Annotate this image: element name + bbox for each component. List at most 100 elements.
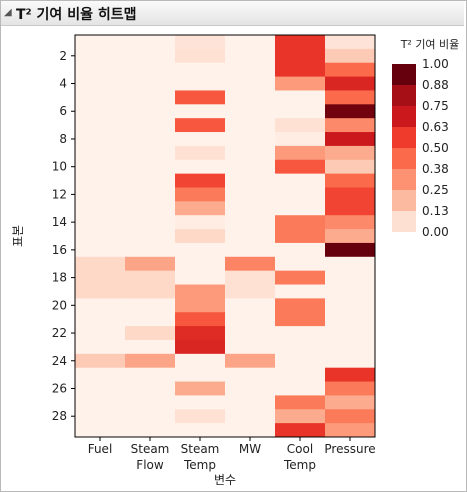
heatmap-cell — [175, 409, 226, 424]
y-tick-label: 24 — [52, 354, 67, 368]
disclosure-triangle-icon[interactable]: ◢ — [4, 7, 12, 18]
heatmap-cell — [225, 90, 276, 105]
heatmap-cell — [275, 395, 326, 410]
heatmap-cell — [325, 298, 376, 313]
heatmap-cell — [275, 270, 326, 285]
heatmap-cell — [175, 298, 226, 313]
heatmap-cell — [325, 173, 376, 188]
x-tick-label: Temp — [183, 458, 216, 472]
heatmap-cell — [225, 339, 276, 355]
heatmap-cell — [325, 215, 376, 230]
heatmap-cell — [275, 118, 326, 133]
heatmap-cell — [75, 395, 126, 410]
x-tick-label: Steam — [181, 442, 220, 456]
heatmap-cell — [125, 353, 176, 369]
heatmap-cell — [175, 173, 226, 188]
plot-border — [74, 34, 376, 438]
heatmap-cell — [75, 381, 126, 396]
heatmap-cell — [225, 187, 276, 202]
heatmap-cell — [125, 326, 176, 341]
heatmap-cell — [75, 409, 126, 424]
legend-swatch — [392, 190, 416, 211]
legend-swatch — [392, 106, 416, 127]
heatmap-cell — [275, 104, 326, 119]
heatmap-cell — [125, 298, 176, 313]
heatmap-cell — [225, 367, 276, 382]
heatmap-cell — [325, 409, 376, 424]
heatmap-cell — [225, 423, 276, 438]
heatmap-cell — [125, 284, 176, 299]
legend-label: 0.50 — [422, 141, 449, 155]
heatmap-cell — [325, 353, 376, 369]
heatmap-cell — [175, 395, 226, 410]
heatmap-cell — [225, 35, 276, 50]
heatmap-cell — [175, 215, 226, 230]
heatmap-cell — [225, 409, 276, 424]
report-title: T² 기여 비율 히트맵 — [16, 7, 137, 23]
heatmap-cell — [125, 312, 176, 327]
legend-label: 0.75 — [422, 99, 449, 113]
heatmap-cell — [275, 256, 326, 272]
heatmap-cell — [75, 62, 126, 77]
heatmap-cell — [175, 132, 226, 147]
heatmap-cell — [125, 242, 176, 258]
x-tick-label: MW — [239, 442, 261, 456]
heatmap-cell — [175, 118, 226, 133]
heatmap-cell — [75, 312, 126, 327]
y-tick-label: 6 — [59, 104, 67, 118]
heatmap-cell — [275, 284, 326, 299]
legend-swatch — [392, 64, 416, 85]
heatmap-cell — [75, 215, 126, 230]
title-bar: ◢ T² 기여 비율 히트맵 — [1, 1, 464, 26]
x-tick-label: Steam — [131, 442, 170, 456]
heatmap-cell — [175, 326, 226, 341]
heatmap-cell — [225, 270, 276, 285]
heatmap-cell — [75, 201, 126, 216]
heatmap-cell — [75, 339, 126, 355]
heatmap-cell — [175, 90, 226, 105]
heatmap-cell — [125, 229, 176, 244]
heatmap-cell — [275, 159, 326, 175]
heatmap-cell — [325, 242, 376, 258]
y-axis-label: 표본 — [11, 225, 25, 247]
legend-swatch — [392, 169, 416, 190]
heatmap-cell — [275, 201, 326, 216]
legend-swatch — [392, 211, 416, 232]
heatmap-cell — [275, 353, 326, 369]
heatmap-cell — [325, 48, 376, 64]
heatmap-cell — [275, 229, 326, 244]
heatmap-cell — [175, 256, 226, 272]
y-tick-label: 2 — [59, 49, 67, 63]
x-tick-label: Pressure — [324, 442, 375, 456]
heatmap-cell — [325, 256, 376, 272]
heatmap-cell — [75, 90, 126, 105]
heatmap-cell — [125, 367, 176, 382]
heatmap-cell — [225, 256, 276, 272]
y-tick-label: 4 — [59, 77, 67, 91]
heatmap-cell — [75, 35, 126, 50]
heatmap-cell — [225, 242, 276, 258]
heatmap-cell — [125, 104, 176, 119]
heatmap-cell — [75, 118, 126, 133]
heatmap-cell — [275, 62, 326, 77]
heatmap-cell — [275, 381, 326, 396]
heatmap-cell — [225, 173, 276, 188]
heatmap-cell — [125, 409, 176, 424]
heatmap-cell — [225, 312, 276, 327]
heatmap-cell — [275, 339, 326, 355]
heatmap-cell — [275, 298, 326, 313]
heatmap-cell — [125, 395, 176, 410]
legend-label: 0.88 — [422, 78, 449, 92]
heatmap-cell — [75, 159, 126, 175]
heatmap-cell — [225, 132, 276, 147]
heatmap-cell — [75, 242, 126, 258]
heatmap-cell — [125, 90, 176, 105]
legend-label: 0.13 — [422, 204, 449, 218]
heatmap-cell — [225, 48, 276, 64]
heatmap-cell — [225, 104, 276, 119]
heatmap-cell — [275, 132, 326, 147]
heatmap-cell — [325, 159, 376, 175]
y-tick-label: 18 — [52, 271, 67, 285]
heatmap-cell — [125, 76, 176, 91]
heatmap-cell — [175, 242, 226, 258]
